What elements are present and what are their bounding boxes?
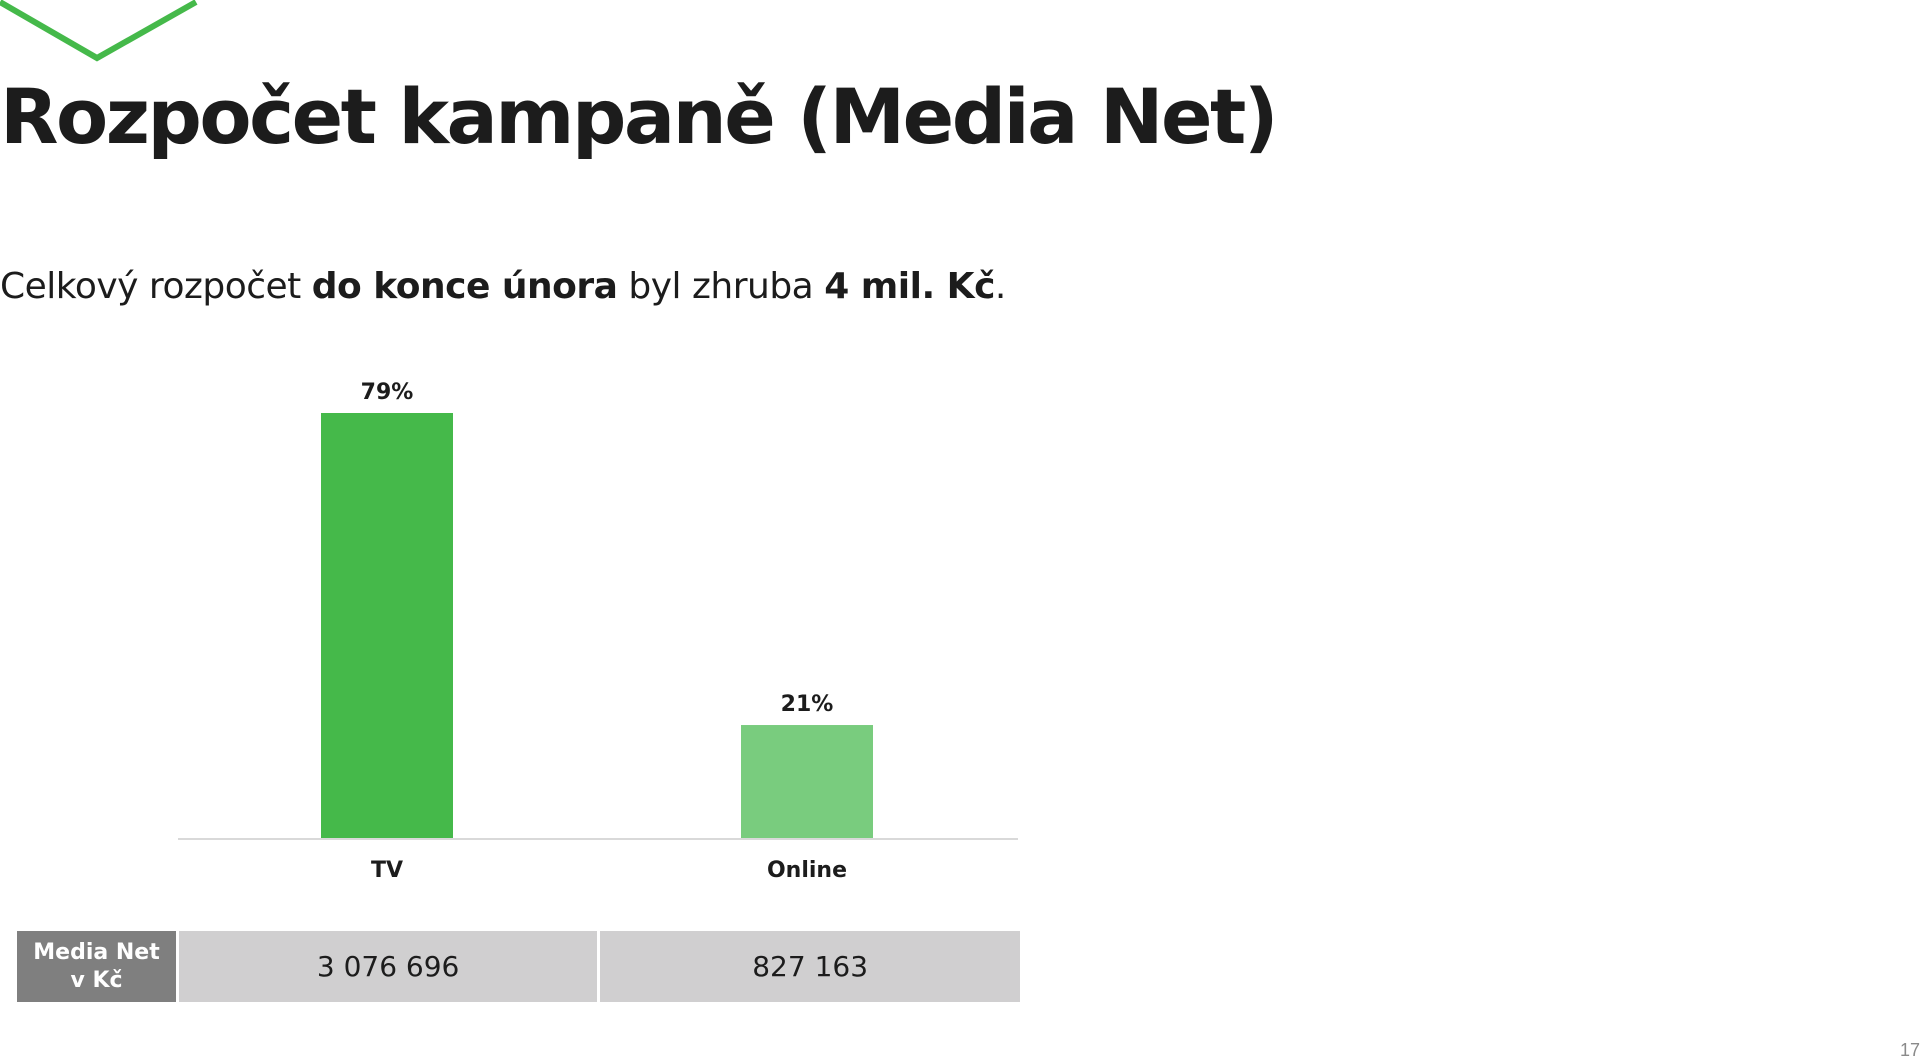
table-row: Media Net v Kč 3 076 696 827 163 — [17, 931, 1020, 1002]
row-header-line: v Kč — [70, 967, 123, 993]
subtitle-period: do konce února — [311, 266, 618, 307]
data-label-online: 21% — [781, 692, 834, 717]
page-number: 17 — [1899, 1040, 1920, 1060]
subtitle-text: Celkový rozpočet — [0, 266, 312, 307]
subtitle-budget: 4 mil. Kč — [824, 266, 995, 307]
subtitle-text: byl zhruba — [617, 266, 825, 307]
subtitle: Celkový rozpočet do konce února byl zhru… — [0, 266, 1006, 307]
row-header-line: Media Net — [33, 939, 160, 965]
page-title: Rozpočet kampaně (Media Net) — [0, 72, 1279, 161]
data-label-tv: 79% — [361, 380, 414, 405]
category-label-online: Online — [767, 858, 847, 883]
table-cell-online: 827 163 — [598, 931, 1020, 1002]
bar-online — [741, 725, 873, 838]
category-label-tv: TV — [371, 858, 403, 883]
table-row-header: Media Net v Kč — [17, 931, 179, 1002]
bar-tv — [321, 413, 453, 838]
budget-table: Media Net v Kč 3 076 696 827 163 — [17, 931, 1020, 1002]
table-cell-tv: 3 076 696 — [177, 931, 601, 1002]
chevron-logo-icon — [0, 0, 198, 62]
bar-chart: 79% TV 21% Online — [178, 380, 1018, 883]
subtitle-text: . — [994, 266, 1006, 307]
